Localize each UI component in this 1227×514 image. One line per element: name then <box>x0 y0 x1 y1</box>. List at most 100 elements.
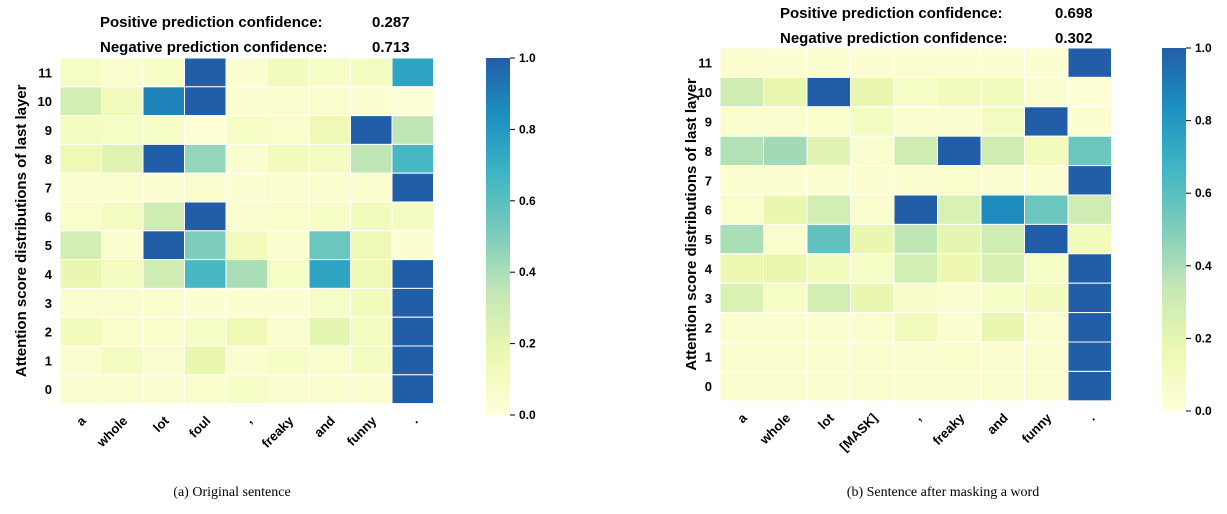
panel-b-title-label: Negative prediction confidence: <box>780 30 1008 47</box>
panel-a-colorbar-tick-label: 1.0 <box>519 51 536 65</box>
panel-b-x-tick-label: [MASK] <box>837 410 881 454</box>
panel-a-heatmap-cell <box>391 259 434 289</box>
panel-a-heatmap-cell <box>391 345 434 376</box>
panel-b-heatmap-cell <box>763 253 808 284</box>
panel-a-heatmap-cell <box>225 143 268 174</box>
panel-b-y-tick-label: 4 <box>705 262 713 277</box>
panel-b-heatmap-cell <box>850 223 895 255</box>
panel-b-heatmap-cell <box>1024 165 1069 196</box>
panel-a-heatmap-cell <box>308 115 351 145</box>
panel-a-y-tick-label: 0 <box>45 382 52 397</box>
panel-b-heatmap-cell <box>719 47 764 78</box>
panel-a-heatmap-cell <box>350 172 393 203</box>
panel-a-heatmap-cell <box>184 230 227 261</box>
panel-a-heatmap-cell <box>59 172 102 203</box>
panel-b-x-tick-label: lot <box>815 410 837 432</box>
panel-b-heatmap-cell <box>937 341 982 372</box>
panel-b-heatmap-cell <box>806 341 851 372</box>
panel-b-heatmap-cell <box>719 135 764 167</box>
panel-b-heatmap-cell <box>1067 76 1112 108</box>
panel-a-x-tick-label: freaky <box>259 413 297 451</box>
panel-b-title-label: Positive prediction confidence: <box>780 5 1003 22</box>
panel-a-title-value: 0.287 <box>372 14 410 31</box>
panel-b-heatmap-cell <box>806 194 851 225</box>
panel-a-heatmap-cell <box>59 115 102 145</box>
panel-b-heatmap-cell <box>1067 106 1112 137</box>
panel-a-heatmap-cell <box>184 115 227 145</box>
panel-a-y-tick-label: 3 <box>45 296 52 311</box>
panel-b-heatmap-cell <box>1067 341 1112 372</box>
panel-b-heatmap-cell <box>980 194 1025 225</box>
panel-b-colorbar-tick-label: 0.0 <box>1195 404 1212 418</box>
panel-b-heatmap-cell <box>719 76 764 108</box>
panel-b-heatmap-cell <box>763 223 808 255</box>
panel-b-heatmap-cell <box>980 370 1025 402</box>
panel-a-y-tick-label: 2 <box>45 325 52 340</box>
panel-a-heatmap-cell <box>350 230 393 261</box>
panel-a-y-tick-label: 1 <box>45 353 52 368</box>
panel-a-heatmap-cell <box>267 374 310 405</box>
panel-b-heatmap-cell <box>719 341 764 372</box>
panel-a-colorbar-tick-label: 0.4 <box>519 265 536 279</box>
panel-a-heatmap-cell <box>267 57 310 88</box>
panel-a-heatmap-cell <box>391 86 434 117</box>
panel-b-heatmap-cell <box>719 312 764 343</box>
panel-a-heatmap-cell <box>391 143 434 174</box>
panel-a-y-tick-label: 11 <box>38 65 52 80</box>
panel-b-heatmap-cell <box>850 312 895 343</box>
panel-a-x-tick-label: , <box>242 413 255 426</box>
panel-b-x-tick-label: , <box>911 410 924 423</box>
panel-a-heatmap-cell <box>308 172 351 203</box>
panel-b-y-tick-label: 1 <box>705 350 712 365</box>
panel-a-heatmap-cell <box>59 143 102 174</box>
panel-a-heatmap-cell <box>308 345 351 376</box>
panel-a-y-axis-label: Attention score distributions of last la… <box>13 84 30 377</box>
panel-a-heatmap-cell <box>391 374 434 405</box>
panel-a-heatmap-cell <box>350 287 393 318</box>
panel-b-heatmap-cell <box>763 312 808 343</box>
panel-b-heatmap-cell <box>806 282 851 314</box>
panel-b-heatmap-cell <box>806 312 851 343</box>
panel-b-heatmap-cell <box>937 106 982 137</box>
panel-a-heatmap-cell <box>142 316 185 347</box>
panel-a-heatmap-cell <box>101 57 144 88</box>
panel-b-heatmap-cell <box>850 135 895 167</box>
panel-a-heatmap-cell <box>101 287 144 318</box>
panel-a-y-tick-label: 6 <box>45 209 52 224</box>
panel-b-heatmap-cell <box>980 312 1025 343</box>
panel-b-heatmap-cell <box>937 47 982 78</box>
panel-b-heatmap-cell <box>719 194 764 225</box>
panel-a-heatmap-cell <box>142 259 185 289</box>
panel-b-heatmap-cell <box>763 106 808 137</box>
panel-a-heatmap-cell <box>267 230 310 261</box>
panel-b-x-tick-label: and <box>984 410 1011 437</box>
panel-a-title-label: Positive prediction confidence: <box>100 14 323 31</box>
panel-a-heatmap-cell <box>225 172 268 203</box>
panel-a-colorbar-tick-label: 0.2 <box>519 337 536 351</box>
panel-a-heatmap-cell <box>225 86 268 117</box>
panel-b-x-tick-label: a <box>734 410 750 426</box>
panel-a-heatmap-cell <box>267 345 310 376</box>
panel-b-heatmap-cell <box>763 370 808 402</box>
panel-a-y-tick-label: 9 <box>45 123 52 138</box>
panel-b-heatmap-cell <box>1067 253 1112 284</box>
panel-b-heatmap-cell <box>719 223 764 255</box>
panel-a-heatmap-cell <box>225 374 268 405</box>
panel-a-heatmap-cell <box>267 86 310 117</box>
panel-a-heatmap-cell <box>225 345 268 376</box>
panel-a-heatmap-cell <box>267 172 310 203</box>
panel-b-colorbar-tick-label: 0.8 <box>1195 114 1212 128</box>
panel-a-heatmap-cell <box>308 143 351 174</box>
panel-b-heatmap-cell <box>850 106 895 137</box>
panel-a-heatmap-cell <box>142 86 185 117</box>
panel-a-heatmap-cell <box>142 345 185 376</box>
panel-b-colorbar-tick-label: 0.2 <box>1195 331 1212 345</box>
panel-a-heatmap-cell <box>142 374 185 405</box>
panel-b-heatmap-cell <box>937 253 982 284</box>
panel-b-heatmap-cell <box>893 194 938 225</box>
panel-b-y-tick-label: 6 <box>705 203 712 218</box>
panel-a-heatmap-cell <box>59 230 102 261</box>
panel-a-heatmap-cell <box>267 115 310 145</box>
panel-a-y-tick-label: 10 <box>38 94 52 109</box>
panel-b-heatmap-cell <box>937 194 982 225</box>
